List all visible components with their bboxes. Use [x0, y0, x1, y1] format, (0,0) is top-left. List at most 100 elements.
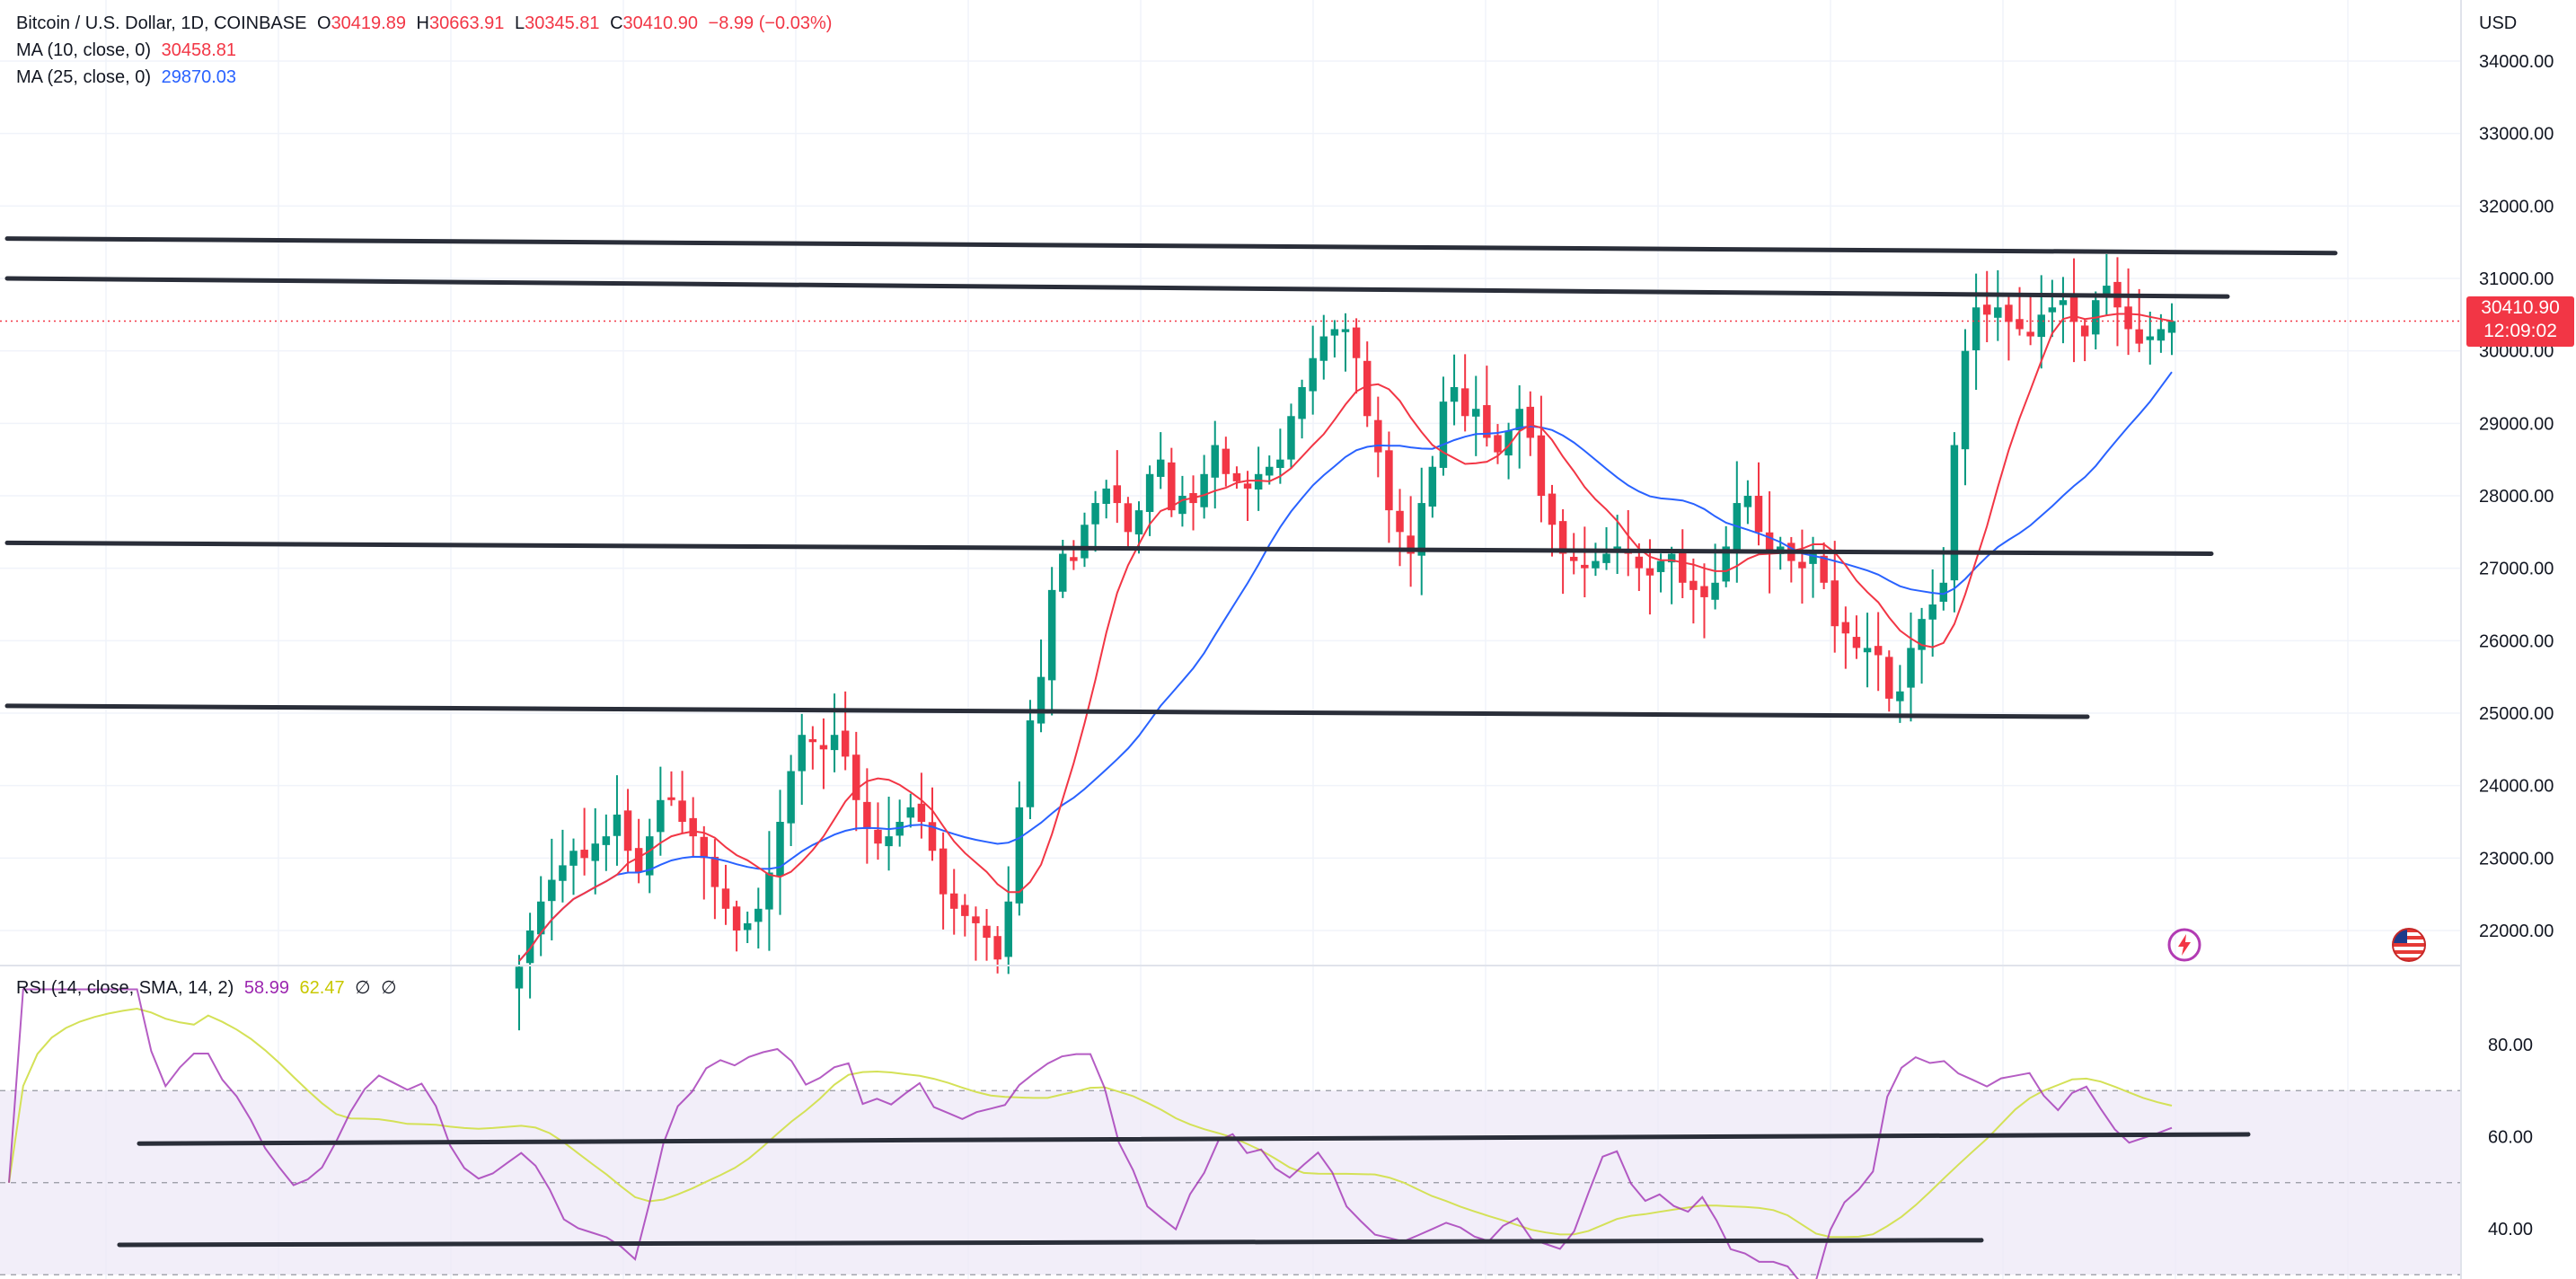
candle-body [1885, 657, 1893, 699]
candle-body [1428, 466, 1437, 507]
candle-body [1798, 561, 1806, 569]
candle-body [1319, 336, 1328, 361]
trendline [117, 1238, 1984, 1248]
price-tick-label: 30000.00 [2479, 342, 2554, 362]
candle-body [1439, 401, 1448, 468]
trendline [4, 236, 2338, 256]
candle-body [917, 803, 926, 822]
candle-body [657, 799, 665, 833]
candle-body [2048, 307, 2057, 313]
candle-body [1124, 503, 1133, 533]
candle-body [798, 735, 806, 772]
price-tick-label: 25000.00 [2479, 704, 2554, 724]
candles [515, 253, 2176, 1031]
candle-body [1515, 409, 1523, 431]
high-value: 30663.91 [429, 13, 505, 33]
legend-ma25-row[interactable]: MA (25, close, 0) 29870.03 [16, 65, 242, 90]
candle-body [1145, 473, 1154, 512]
candle-body [1711, 582, 1719, 600]
ma25-line [518, 371, 2173, 962]
candle-body [939, 848, 948, 895]
currency-label[interactable]: USD [2479, 13, 2518, 33]
candle-body [1820, 555, 1828, 583]
candle-body [580, 850, 588, 859]
candle-body [1026, 720, 1035, 807]
candle-body [2005, 304, 2013, 322]
price-tick-label: 29000.00 [2479, 414, 2554, 434]
candle-body [1309, 357, 1317, 392]
price-tick-label: 33000.00 [2479, 125, 2554, 145]
candle-body [1743, 496, 1752, 507]
candle-body [1232, 472, 1241, 481]
candle-body [928, 822, 937, 851]
candle-body [1602, 553, 1610, 563]
candle-body [2157, 329, 2166, 341]
candle-body [1134, 510, 1143, 534]
candle-body [819, 745, 828, 750]
candle-body [1548, 493, 1557, 525]
candle-body [1841, 622, 1850, 634]
candle-body [710, 856, 719, 887]
price-tick-label: 24000.00 [2479, 777, 2554, 797]
candle-body [548, 879, 556, 902]
candle-body [1113, 485, 1122, 504]
open-value: 30419.89 [331, 13, 406, 33]
legend-symbol-row[interactable]: Bitcoin / U.S. Dollar, 1D, COINBASE O304… [16, 11, 837, 36]
candle-body [700, 836, 709, 859]
legend-ma10-row[interactable]: MA (10, close, 0) 30458.81 [16, 38, 242, 63]
candle-body [754, 908, 763, 922]
ma25-value: 29870.03 [161, 67, 237, 87]
rsi-axis[interactable]: 80.00 60.00 40.00 [2488, 1036, 2533, 1239]
candle-body [2167, 321, 2176, 333]
candle-body [515, 966, 524, 989]
change-value: −8.99 (−0.03%) [708, 13, 833, 33]
trendlines[interactable] [4, 236, 2338, 1248]
candle-body [1266, 466, 1274, 476]
candle-body [949, 893, 958, 909]
candle-body [1091, 503, 1099, 525]
candle-body [1211, 445, 1219, 478]
us-flag-icon[interactable] [2391, 927, 2427, 963]
candle-body [1939, 582, 1948, 602]
candle-body [2135, 329, 2143, 344]
candle-body [906, 807, 915, 818]
candle-body [1330, 329, 1339, 336]
last-price-tag: 30410.90 12:09:02 [2466, 295, 2574, 347]
candle-body [1070, 557, 1078, 561]
candle-body [1667, 553, 1676, 563]
open-label: O [317, 13, 331, 33]
bar-countdown: 12:09:02 [2483, 320, 2557, 341]
candle-body [1483, 405, 1491, 438]
price-axis[interactable]: 34000.00 33000.00 32000.00 31000.00 30000.00… [2479, 52, 2554, 941]
candle-body [667, 797, 675, 800]
rsi-label: RSI (14, close, SMA, 14, 2) [16, 978, 234, 998]
candle-body [2037, 314, 2045, 338]
candle-body [2026, 331, 2034, 337]
candle-body [885, 836, 893, 847]
price-tick-label: 23000.00 [2479, 849, 2554, 869]
candle-body [1047, 589, 1056, 681]
legend-rsi-row[interactable]: RSI (14, close, SMA, 14, 2) 58.99 62.47 … [16, 975, 402, 1001]
candle-body [1569, 556, 1578, 561]
candle-body [743, 922, 752, 931]
candle-body [646, 836, 654, 876]
candle-body [2016, 319, 2024, 330]
candle-body [1363, 360, 1372, 417]
price-tick-label: 26000.00 [2479, 631, 2554, 651]
candle-body [1831, 580, 1839, 627]
high-label: H [416, 13, 429, 33]
lightning-icon[interactable] [2166, 927, 2202, 963]
candle-body [591, 843, 599, 861]
candle-body [1918, 619, 1926, 650]
candle-body [1504, 430, 1513, 456]
candle-body [1037, 676, 1045, 724]
trendline [4, 703, 2090, 719]
candle-body [1374, 419, 1382, 453]
candle-body [1015, 807, 1024, 904]
candle-body [1950, 445, 1959, 581]
price-tick-label: 27000.00 [2479, 560, 2554, 579]
rsi-value: 58.99 [243, 978, 289, 998]
candle-body [1102, 488, 1110, 504]
rsi-sma-value: 62.47 [299, 978, 345, 998]
